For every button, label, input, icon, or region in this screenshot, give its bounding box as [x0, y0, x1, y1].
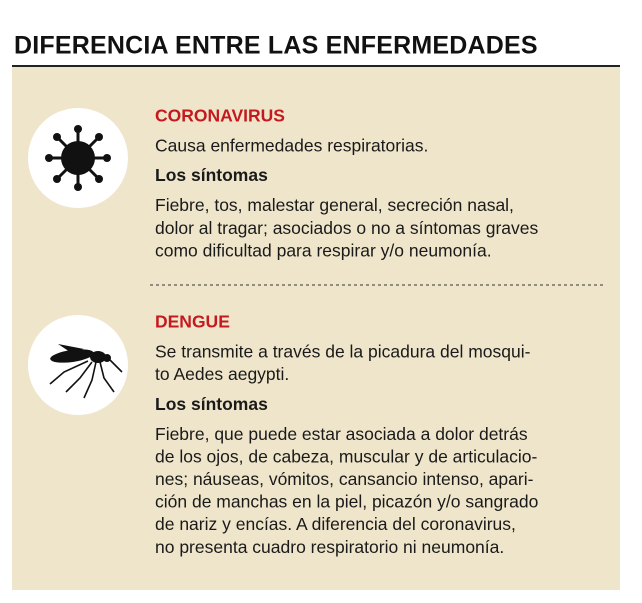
symptoms-line: como dificultad para respirar y/o neumon…: [155, 240, 492, 260]
symptoms-line: no presenta cuadro respiratorio ni neumo…: [155, 537, 504, 557]
symptoms-heading: Los síntomas: [155, 165, 268, 185]
symptoms-line: ción de manchas en la piel, picazón y/o …: [155, 492, 538, 512]
title: DIFERENCIA ENTRE LAS ENFERMEDADES: [14, 32, 538, 60]
symptoms-line: Fiebre, que puede estar asociada a dolor…: [155, 424, 528, 444]
symptoms-line: Fiebre, tos, malestar general, secreción…: [155, 195, 514, 215]
description-line: to Aedes aegypti.: [155, 364, 289, 384]
symptoms-heading: Los síntomas: [155, 394, 268, 414]
symptoms-line: de nariz y encías. A diferencia del coro…: [155, 514, 516, 534]
section-name: CORONAVIRUS: [155, 106, 285, 126]
description-line: Causa enfermedades respiratorias.: [155, 136, 428, 156]
symptoms-line: nes; náuseas, vómitos, cansancio intenso…: [155, 469, 534, 489]
symptoms-line: de los ojos, de cabeza, muscular y de ar…: [155, 446, 537, 466]
mosquito-icon: [49, 344, 123, 399]
section-name: DENGUE: [155, 312, 230, 332]
virus-icon: [45, 125, 111, 191]
description-line: Se transmite a través de la picadura del…: [155, 342, 531, 362]
symptoms-line: dolor al tragar; asociados o no a síntom…: [155, 218, 539, 238]
